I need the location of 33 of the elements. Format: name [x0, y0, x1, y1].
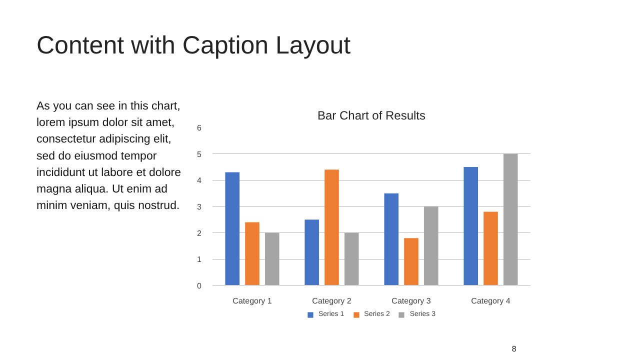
x-tick-label: Category 3	[392, 296, 432, 306]
chart-title: Bar Chart of Results	[317, 108, 426, 122]
bar	[304, 220, 320, 286]
text: consectetur adipiscing elit,	[36, 134, 172, 146]
bar	[404, 238, 418, 286]
text: lorem ipsum dolor sit amet,	[36, 117, 175, 130]
y-tick-label: 3	[197, 202, 202, 212]
bar	[344, 232, 359, 286]
bar	[464, 167, 478, 286]
y-tick-label: 4	[197, 176, 202, 186]
x-tick-label: Category 4	[471, 296, 511, 306]
x-tick-label: Category 1	[232, 296, 272, 306]
text: 8	[512, 344, 517, 354]
y-tick-label: 2	[197, 228, 202, 238]
bar	[245, 222, 260, 286]
y-tick-label: 5	[197, 150, 202, 159]
text: As you can see in this chart,	[36, 100, 180, 112]
bar	[225, 172, 240, 286]
text: magna aliqua. Ut enim ad	[36, 184, 168, 196]
bar	[264, 232, 280, 286]
bar	[324, 170, 339, 286]
bar	[503, 154, 518, 286]
bar	[384, 193, 399, 286]
text: minim veniam, quis nostrud.	[36, 200, 180, 212]
y-tick-label: 0	[197, 282, 202, 290]
text: Content with Caption Layout	[36, 32, 351, 60]
bar	[424, 206, 438, 286]
y-tick-label: 6	[197, 124, 202, 132]
y-tick-label: 1	[197, 255, 202, 264]
x-tick-label: Category 2	[312, 296, 352, 306]
bar	[484, 212, 498, 286]
text: incididunt ut labore et dolore	[36, 166, 181, 179]
text: sed do eiusmod tempor	[36, 150, 157, 162]
